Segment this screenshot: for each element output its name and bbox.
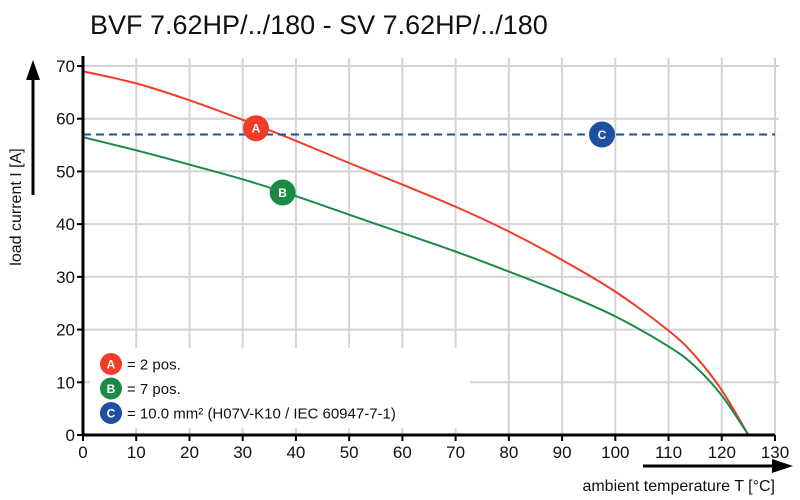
x-tick-label: 130: [761, 443, 789, 462]
y-tick-label: 60: [56, 110, 75, 129]
x-tick-label: 70: [446, 443, 465, 462]
x-tick-label: 10: [127, 443, 146, 462]
x-tick-label: 50: [340, 443, 359, 462]
legend: A = 2 pos. B = 7 pos. C = 10.0 mm² (H07V-K10 …: [90, 348, 470, 428]
x-tick-label: 80: [499, 443, 518, 462]
legend-badge-c-circle: [100, 402, 122, 424]
y-tick-label: 70: [56, 57, 75, 76]
x-tick-label: 90: [553, 443, 572, 462]
legend-badge-a-label: A: [107, 358, 116, 372]
marker-a-label: A: [252, 122, 261, 136]
legend-badge-b-label: B: [107, 382, 116, 396]
markers-layer: A B C: [243, 115, 615, 206]
marker-b-circle: [269, 179, 296, 206]
series-line-b: [82, 136, 750, 436]
x-tick-label: 20: [180, 443, 199, 462]
x-tick-label: 110: [655, 443, 682, 462]
x-tick-label: 30: [233, 443, 252, 462]
y-tick-label: 50: [56, 162, 75, 181]
x-tick-label: 120: [708, 443, 736, 462]
legend-text-a: = 2 pos.: [127, 357, 181, 374]
marker-a-circle: [243, 115, 269, 142]
x-axis-arrow-head: [772, 459, 793, 473]
y-tick-label: 20: [56, 321, 75, 340]
chart-title: BVF 7.62HP/../180 - SV 7.62HP/../180: [90, 10, 548, 40]
legend-text-c: = 10.0 mm² (H07V-K10 / IEC 60947-7-1): [127, 406, 396, 423]
axes: 0 10 20 30 40 50 60 70 80 90 100 110 120 130 0 10 20 30 40…: [26, 56, 793, 473]
legend-badge-b-circle: [100, 377, 122, 400]
legend-background: [90, 348, 470, 428]
y-axis-label: load current I [A]: [8, 148, 25, 265]
x-tick-label: 60: [393, 443, 412, 462]
marker-b-label: B: [278, 186, 287, 200]
x-tick-label: 0: [78, 443, 87, 462]
legend-badge-a-circle: [100, 353, 122, 375]
legend-badge-c-label: C: [107, 407, 116, 421]
marker-c-label: C: [598, 128, 607, 142]
x-axis-label: ambient temperature T [°C]: [582, 478, 775, 495]
y-tick-label: 0: [66, 426, 75, 445]
y-tick-label: 10: [56, 373, 75, 392]
series-layer: [82, 70, 775, 436]
marker-c-circle: [589, 121, 615, 148]
y-tick-label: 30: [56, 268, 75, 287]
legend-text-b: = 7 pos.: [127, 381, 181, 398]
y-tick-label: 40: [56, 215, 75, 234]
x-tick-label: 100: [601, 443, 629, 462]
series-line-a: [82, 70, 750, 436]
y-axis-arrow-head: [26, 60, 40, 80]
x-tick-label: 40: [286, 443, 305, 462]
